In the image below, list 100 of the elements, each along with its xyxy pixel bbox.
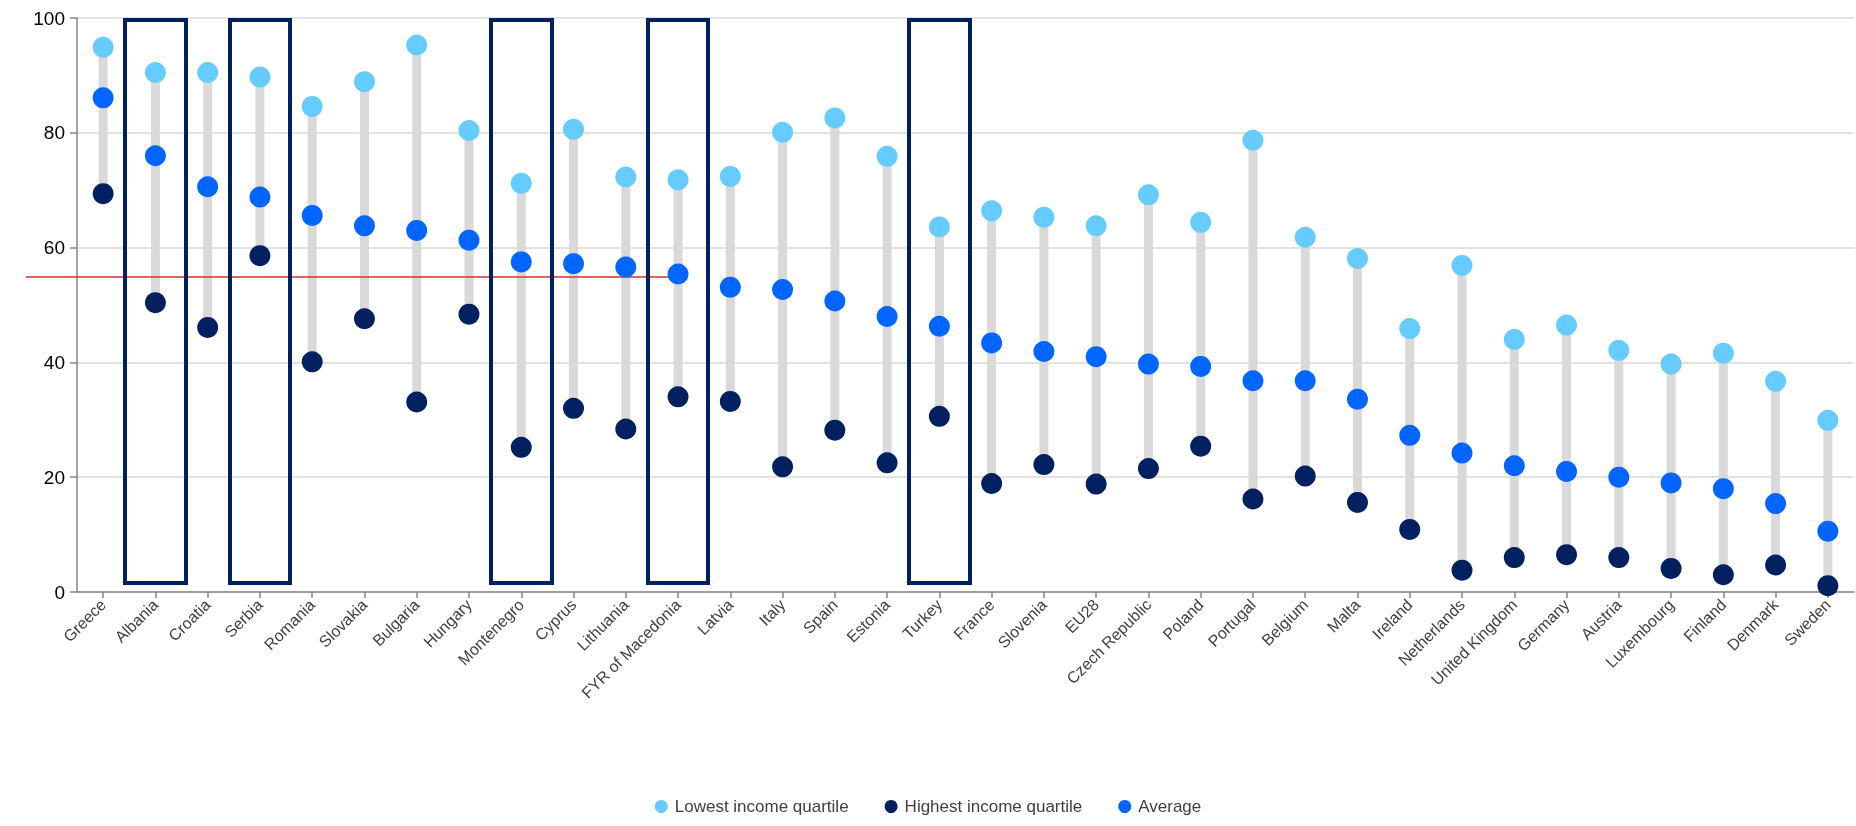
point	[197, 62, 219, 84]
point	[353, 215, 375, 237]
point	[1347, 388, 1368, 410]
point	[615, 256, 637, 278]
point	[458, 120, 480, 141]
point	[1765, 370, 1787, 392]
point	[1608, 466, 1630, 488]
point	[510, 436, 532, 458]
point	[406, 34, 428, 56]
point	[1817, 575, 1839, 597]
point	[249, 66, 271, 88]
point	[1347, 491, 1368, 513]
y-tick-label: 20	[43, 466, 65, 488]
point	[249, 245, 271, 267]
point	[301, 95, 323, 117]
point	[772, 279, 794, 300]
point	[510, 251, 532, 273]
point	[824, 290, 846, 312]
point	[301, 204, 323, 226]
point	[1137, 353, 1159, 375]
point	[1451, 254, 1473, 276]
point	[1556, 314, 1578, 336]
point	[772, 456, 794, 478]
point	[1242, 488, 1264, 510]
point	[1608, 547, 1630, 569]
point	[1712, 342, 1734, 364]
point	[1451, 559, 1473, 581]
y-tick-label: 40	[43, 351, 65, 373]
point	[92, 87, 114, 109]
point	[1817, 409, 1839, 431]
point	[1660, 557, 1682, 579]
point	[353, 71, 375, 93]
point	[667, 263, 689, 285]
y-tick-label: 100	[33, 7, 65, 29]
point	[1399, 424, 1421, 446]
legend-label: Highest income quartile	[904, 797, 1083, 816]
point	[1033, 341, 1055, 362]
point	[92, 183, 114, 205]
point	[1242, 129, 1264, 151]
point	[981, 200, 1003, 222]
point	[406, 219, 428, 241]
point	[458, 229, 480, 251]
point	[667, 169, 689, 191]
point	[1242, 370, 1264, 392]
point	[719, 390, 741, 412]
point	[1660, 353, 1682, 375]
point	[1137, 458, 1159, 480]
point	[197, 176, 219, 198]
point	[1137, 184, 1159, 206]
point	[563, 397, 585, 419]
point	[1294, 465, 1316, 487]
point	[1085, 346, 1107, 368]
point	[1190, 435, 1212, 457]
point	[1190, 355, 1212, 377]
point	[1294, 226, 1316, 248]
point	[249, 186, 271, 208]
point	[667, 386, 689, 408]
point	[563, 253, 585, 275]
point	[1503, 455, 1525, 477]
point	[1765, 554, 1787, 576]
point	[144, 145, 166, 167]
point	[772, 121, 794, 143]
point	[563, 118, 585, 140]
y-tick-label: 80	[43, 122, 65, 144]
point	[981, 473, 1003, 495]
point	[1765, 493, 1787, 515]
point	[1660, 472, 1682, 494]
point	[1294, 370, 1316, 392]
point	[1712, 478, 1734, 500]
point	[1556, 544, 1578, 566]
point	[1712, 564, 1734, 586]
y-tick-label: 0	[54, 581, 65, 603]
point	[1399, 318, 1421, 340]
point	[1503, 547, 1525, 569]
point	[301, 351, 323, 373]
point	[719, 276, 741, 298]
point	[1190, 211, 1212, 233]
point	[1451, 442, 1473, 464]
point	[981, 332, 1003, 354]
point	[876, 145, 898, 167]
point	[1033, 206, 1055, 228]
point	[92, 36, 114, 58]
point	[406, 391, 428, 413]
point	[615, 166, 637, 188]
point	[1085, 215, 1107, 237]
point	[1817, 520, 1839, 542]
legend-label: Lowest income quartile	[674, 797, 849, 816]
point	[876, 305, 898, 327]
point	[876, 452, 898, 474]
point	[1347, 248, 1368, 269]
point	[510, 172, 532, 194]
y-tick-label: 60	[43, 237, 65, 259]
point	[1399, 518, 1421, 540]
point	[144, 292, 166, 314]
point	[615, 418, 637, 440]
point	[1085, 473, 1107, 495]
point	[928, 315, 950, 337]
point	[1503, 328, 1525, 350]
point	[197, 316, 219, 338]
point	[458, 303, 480, 325]
